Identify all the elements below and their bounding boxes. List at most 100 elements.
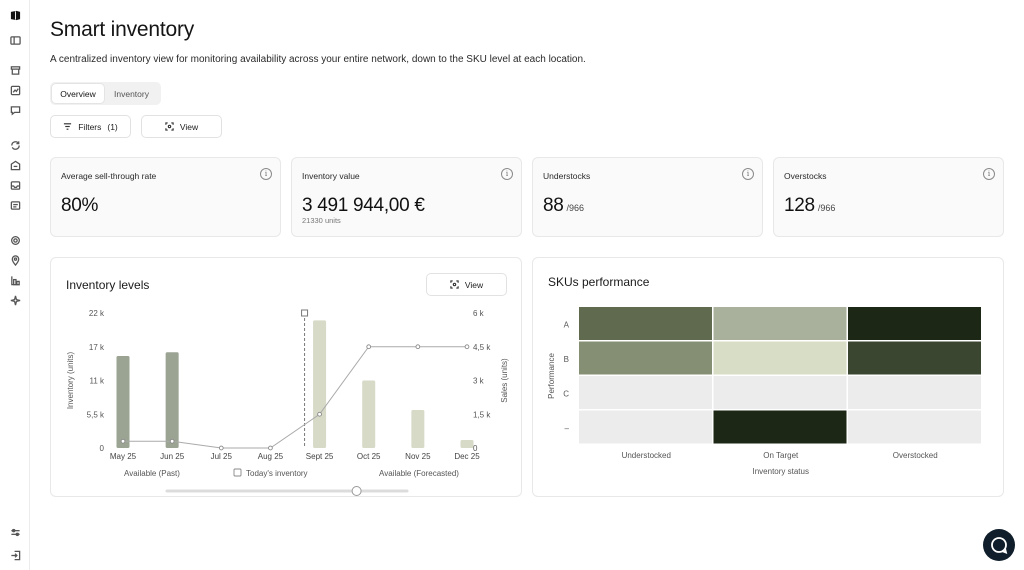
archive-icon[interactable] bbox=[9, 64, 21, 76]
sales-point[interactable] bbox=[366, 344, 372, 350]
x-tick-label: May 25 bbox=[110, 452, 137, 461]
chart-bar[interactable] bbox=[411, 409, 425, 448]
heatmap-cell[interactable] bbox=[848, 376, 981, 409]
y-tick-label: 11 k bbox=[89, 377, 105, 386]
logout-icon[interactable] bbox=[9, 549, 21, 561]
chart-bar[interactable] bbox=[165, 352, 179, 448]
y-right-tick-label: 0 bbox=[473, 444, 478, 453]
kpi-card-understocks: Understocks i 88/966 bbox=[532, 157, 763, 237]
inventory-levels-title: Inventory levels bbox=[66, 278, 150, 292]
kpi-card-inventory-value: Inventory value i 3 491 944,00 € 21330 u… bbox=[291, 157, 522, 237]
y-right-tick-label: 4,5 k bbox=[473, 343, 491, 352]
y-right-tick-label: 6 k bbox=[473, 309, 485, 318]
legend-past: Available (Past) bbox=[124, 469, 180, 478]
heatmap-cell[interactable] bbox=[848, 341, 981, 375]
focus-icon bbox=[165, 122, 174, 131]
sales-point[interactable] bbox=[415, 344, 421, 350]
inbox-icon[interactable] bbox=[9, 179, 21, 191]
kpi-value: 88/966 bbox=[543, 195, 585, 216]
skus-performance-title: SKUs performance bbox=[548, 275, 650, 289]
kpi-label: Inventory value bbox=[302, 171, 360, 181]
kpi-label: Overstocks bbox=[784, 171, 827, 181]
view-button[interactable]: View bbox=[141, 115, 222, 138]
info-icon[interactable]: i bbox=[501, 168, 513, 180]
legend-today-checkbox[interactable] bbox=[233, 468, 242, 477]
kpi-sub: 21330 units bbox=[302, 216, 341, 225]
info-icon[interactable]: i bbox=[742, 168, 754, 180]
sales-line bbox=[123, 346, 467, 449]
y-axis-label: Inventory (units) bbox=[66, 351, 75, 409]
sync-icon[interactable] bbox=[9, 139, 21, 151]
sales-point[interactable] bbox=[120, 438, 126, 444]
message-icon[interactable] bbox=[9, 104, 21, 116]
x-tick-label: Nov 25 bbox=[405, 452, 431, 461]
heatmap-cell[interactable] bbox=[713, 341, 847, 375]
kpi-suffix: /966 bbox=[817, 203, 836, 213]
settings-icon[interactable] bbox=[9, 234, 21, 246]
heatmap-cell[interactable] bbox=[713, 376, 847, 409]
logo-icon[interactable] bbox=[9, 9, 21, 21]
sales-point[interactable] bbox=[268, 445, 273, 451]
chart-view-button[interactable]: View bbox=[426, 273, 507, 296]
sparkle-icon[interactable] bbox=[9, 294, 21, 306]
chart-bar[interactable] bbox=[460, 440, 474, 448]
legend-today: Today's inventory bbox=[246, 469, 308, 478]
y-right-tick-label: 1,5 k bbox=[473, 410, 491, 419]
kpi-card-sell-through: Average sell-through rate i 80% bbox=[50, 157, 281, 237]
inventory-levels-panel: Inventory levels View 0 5,5 k 11 k 17 k 22 k… bbox=[50, 257, 522, 497]
chat-icon bbox=[991, 537, 1008, 554]
sidebar bbox=[0, 0, 30, 570]
filter-icon bbox=[64, 123, 72, 130]
chart-bar[interactable] bbox=[116, 355, 130, 448]
info-icon[interactable]: i bbox=[983, 168, 995, 180]
heatmap-cell[interactable] bbox=[579, 307, 712, 340]
collapse-sidebar-icon[interactable] bbox=[9, 34, 21, 46]
legend-forecast: Available (Forecasted) bbox=[379, 469, 459, 478]
adjustments-icon[interactable] bbox=[9, 526, 21, 538]
chart-icon[interactable] bbox=[9, 84, 21, 96]
store-icon[interactable] bbox=[9, 274, 21, 286]
heatmap-cell[interactable] bbox=[848, 410, 981, 444]
heatmap-cell[interactable] bbox=[579, 410, 712, 444]
y-right-axis-label: Sales (units) bbox=[500, 358, 509, 403]
kpi-label: Average sell-through rate bbox=[61, 171, 157, 181]
warehouse-icon[interactable] bbox=[9, 159, 21, 171]
sales-point[interactable] bbox=[464, 344, 470, 350]
heatmap-x-axis-label: Inventory status bbox=[753, 467, 809, 476]
heatmap-cell[interactable] bbox=[848, 307, 981, 340]
chart-bar[interactable] bbox=[362, 380, 376, 449]
filters-button[interactable]: Filters (1) bbox=[50, 115, 131, 138]
info-icon[interactable]: i bbox=[260, 168, 272, 180]
view-label: View bbox=[464, 279, 484, 290]
sales-point[interactable] bbox=[169, 438, 175, 444]
heatmap-cell[interactable] bbox=[713, 410, 847, 444]
today-marker-handle[interactable] bbox=[301, 309, 309, 317]
kpi-label: Understocks bbox=[543, 171, 591, 181]
tab-inventory[interactable]: Inventory bbox=[114, 88, 149, 99]
report-icon[interactable] bbox=[9, 199, 21, 211]
chat-button[interactable] bbox=[983, 529, 1015, 561]
inventory-levels-chart: 0 5,5 k 11 k 17 k 22 k 0 1,5 k 3 k 4,5 k 6 k Inven… bbox=[66, 309, 509, 496]
page-subtitle: A centralized inventory view for monitor… bbox=[50, 54, 586, 65]
heatmap-y-label: A bbox=[564, 320, 570, 329]
chart-bar[interactable] bbox=[313, 320, 327, 448]
sales-point[interactable] bbox=[317, 411, 322, 417]
sales-point[interactable] bbox=[218, 445, 224, 451]
x-tick-label: Jun 25 bbox=[160, 452, 185, 461]
heatmap-x-label: Overstocked bbox=[893, 451, 938, 460]
y-right-tick-label: 3 k bbox=[473, 377, 485, 386]
focus-icon bbox=[450, 280, 459, 289]
heatmap-x-label: Understocked bbox=[622, 451, 671, 460]
range-slider-handle[interactable] bbox=[351, 486, 362, 496]
view-label: View bbox=[179, 121, 199, 132]
heatmap-cell[interactable] bbox=[579, 341, 712, 375]
location-pin-icon[interactable] bbox=[9, 254, 21, 266]
main-content: Smart inventory A centralized inventory … bbox=[30, 0, 1024, 570]
x-tick-label: Jul 25 bbox=[211, 452, 233, 461]
filters-count: (1) bbox=[107, 121, 118, 132]
kpi-value: 128/966 bbox=[784, 195, 836, 216]
tab-overview[interactable]: Overview bbox=[52, 84, 104, 103]
heatmap-cell[interactable] bbox=[579, 376, 712, 409]
skus-performance-heatmap: A B C – Understocked On Target Overstocked Inve… bbox=[547, 307, 981, 476]
heatmap-cell[interactable] bbox=[713, 307, 847, 340]
